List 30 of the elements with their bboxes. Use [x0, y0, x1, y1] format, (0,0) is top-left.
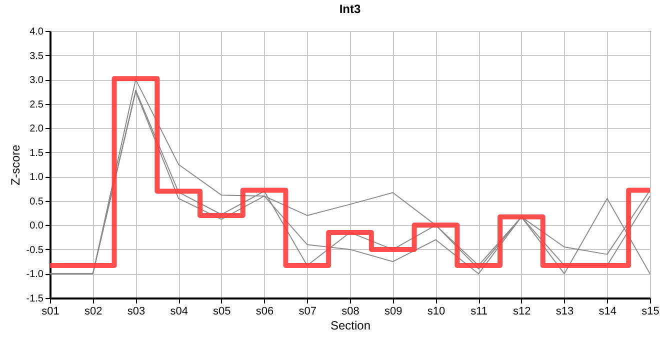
x-tick-label: s14 [598, 306, 617, 318]
y-tick-label: 1.0 [30, 172, 44, 184]
chart-title: Int3 [339, 2, 361, 16]
x-tick-label: s12 [513, 306, 531, 318]
x-tick-label: s06 [256, 306, 274, 318]
x-tick-label: s01 [42, 306, 60, 318]
y-tick-label: 3.0 [30, 75, 44, 86]
x-tick-label: s02 [84, 306, 102, 318]
x-tick-label: s09 [384, 306, 402, 318]
x-tick-label: s05 [213, 306, 231, 318]
x-tick-label: s10 [427, 306, 446, 318]
x-tick-label: s04 [170, 306, 188, 318]
x-tick-label: s07 [298, 306, 317, 318]
y-tick-label: 2.5 [30, 99, 44, 110]
y-tick-label: 4.0 [30, 26, 44, 38]
x-tick-label: s13 [556, 306, 574, 318]
y-tick-label: 0.5 [30, 196, 44, 208]
y-tick-label: 0.0 [30, 220, 44, 232]
x-axis-title: Section [330, 318, 371, 332]
y-tick-label: -1.5 [26, 294, 44, 304]
y-tick-label: 1.5 [30, 148, 44, 159]
y-tick-label: -0.5 [26, 244, 44, 256]
y-axis-title: Z-score [8, 144, 22, 186]
x-tick-label: s11 [470, 306, 488, 318]
x-tick-label: s15 [642, 306, 660, 318]
x-tick-label: s08 [342, 306, 360, 318]
x-tick-label: s03 [127, 306, 146, 318]
y-tick-label: -1.0 [26, 269, 44, 280]
y-tick-label: 2.0 [30, 124, 44, 135]
y-tick-label: 3.5 [30, 50, 44, 62]
